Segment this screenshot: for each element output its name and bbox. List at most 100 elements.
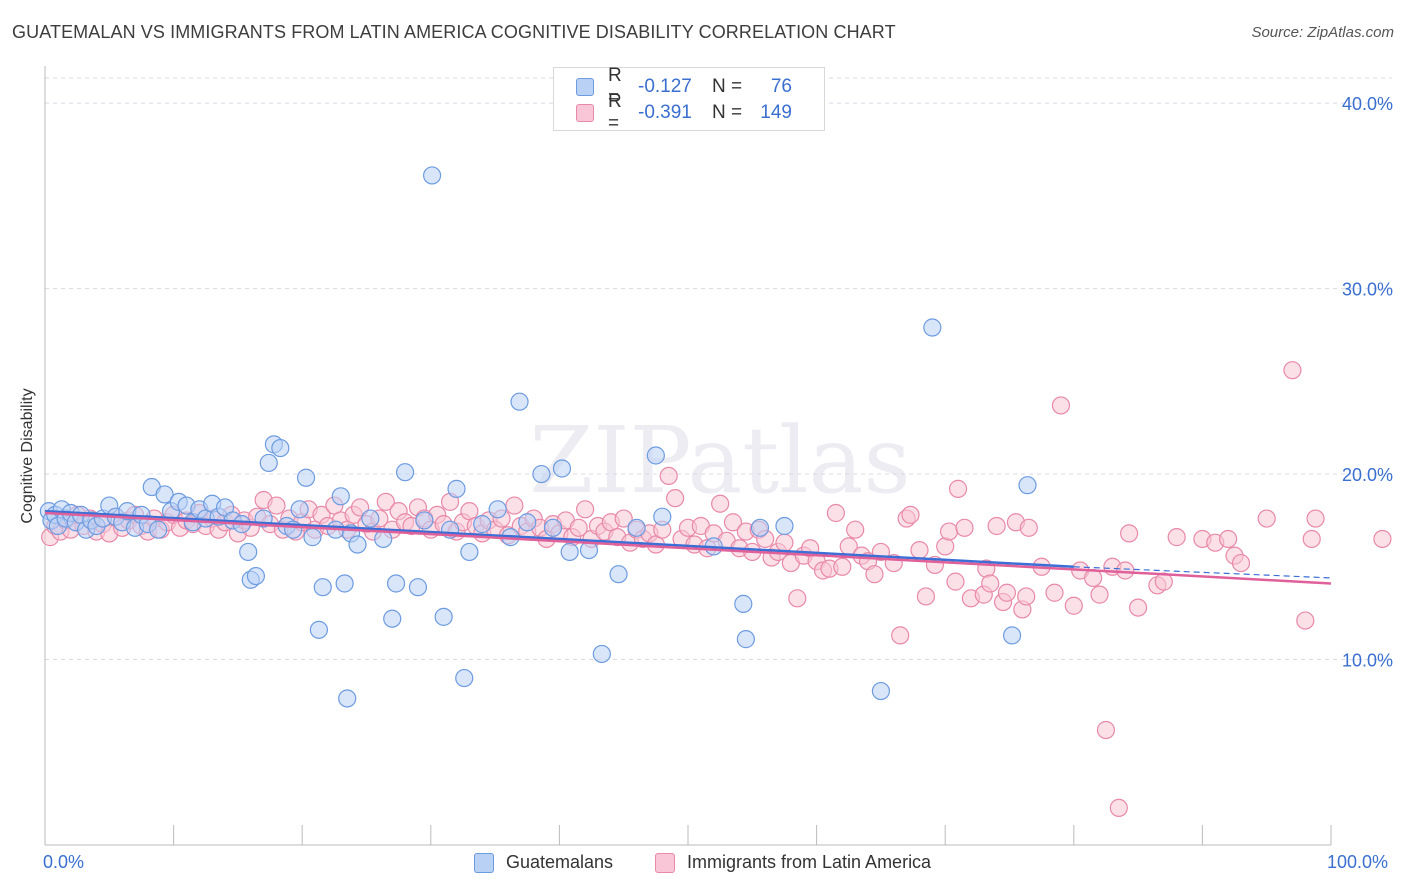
point-immigrants [1119,524,1139,543]
point-guatemalans [422,166,442,185]
point-immigrants [576,500,595,519]
r-label: R = [608,65,622,108]
point-immigrants [775,533,794,552]
point-guatemalans [348,535,367,554]
point-immigrants [1019,518,1038,537]
point-guatemalans [386,574,406,593]
point-guatemalans [646,446,665,465]
legend-label: Immigrants from Latin America [687,852,932,872]
point-guatemalans [309,620,329,639]
legend-swatch-blue [576,78,594,96]
point-immigrants [981,574,1000,593]
point-guatemalans [383,609,402,628]
point-guatemalans [1018,476,1037,495]
point-immigrants [723,513,743,532]
point-guatemalans [560,542,579,562]
point-immigrants [569,518,588,537]
point-guatemalans [455,668,474,688]
point-immigrants [997,583,1017,602]
legend-row-guatemalans: R = -0.127 N = 76 [576,65,792,108]
point-guatemalans [361,509,380,528]
point-immigrants [1090,585,1109,604]
legend-item-immigrants: Immigrants from Latin America [655,852,931,873]
point-guatemalans [627,518,646,537]
point-guatemalans [259,453,278,473]
point-guatemalans [736,630,755,649]
point-guatemalans [592,644,611,664]
point-immigrants [1116,561,1135,580]
legend-swatch-pink [576,104,594,122]
legend-swatch-blue [474,852,494,873]
r-label: R = [608,91,622,134]
point-immigrants [1296,611,1315,630]
point-guatemalans [460,542,479,562]
point-immigrants [1373,529,1392,549]
point-immigrants [1167,528,1186,547]
y-tick-label: 30.0% [1342,280,1393,300]
point-guatemalans [271,438,290,458]
n-value: 76 [770,76,792,97]
point-immigrants [788,589,807,608]
point-immigrants [376,492,395,511]
point-guatemalans [338,689,357,708]
legend-label: Guatemalans [506,852,614,872]
point-immigrants [939,522,959,541]
point-immigrants [711,494,730,513]
point-immigrants [267,496,286,515]
point-guatemalans [149,520,168,539]
point-immigrants [955,518,974,537]
point-guatemalans [246,566,266,586]
point-immigrants [1231,553,1251,573]
r-value: -0.127 [638,76,692,97]
point-guatemalans [518,513,537,532]
chart-title: GUATEMALAN VS IMMIGRANTS FROM LATIN AMER… [12,22,896,42]
point-guatemalans [415,511,434,530]
point-guatemalans [331,487,350,506]
point-guatemalans [488,500,507,519]
point-immigrants [666,489,685,508]
point-immigrants [1306,509,1325,528]
n-label: N = [712,76,743,97]
axes [44,66,1332,846]
point-immigrants [1128,598,1148,617]
point-guatemalans [609,565,628,584]
point-immigrants [1017,587,1036,606]
correlation-legend: R = -0.127 N = 76 R = -0.391 N = 149 [553,65,825,134]
point-immigrants [865,565,884,584]
x-tick-label-max: 100.0% [1327,852,1389,872]
point-guatemalans [1002,626,1022,645]
point-guatemalans [155,485,174,504]
point-immigrants [946,572,965,591]
point-guatemalans [296,468,316,487]
point-guatemalans [303,528,322,547]
point-guatemalans [923,318,942,337]
point-immigrants [987,516,1006,536]
trend-line-immigrants [44,511,1332,585]
y-tick-labels: 10.0% 20.0% 30.0% 40.0% [1342,94,1393,670]
point-guatemalans [734,594,753,613]
series-guatemalans-points [39,166,1037,708]
point-guatemalans [313,578,332,597]
n-label: N = [712,102,743,123]
point-immigrants [1051,396,1071,415]
legend-item-guatemalans: Guatemalans [474,852,613,873]
n-value: 149 [760,102,792,123]
r-value: -0.391 [638,102,692,123]
legend-swatch-pink [655,852,675,873]
point-guatemalans [473,515,492,534]
series-legend: Guatemalans Immigrants from Latin Americ… [0,850,1406,878]
point-guatemalans [552,459,572,478]
legend-row-immigrants: R = -0.391 N = 149 [576,91,792,134]
point-immigrants [505,496,524,515]
y-tick-label: 20.0% [1342,465,1393,485]
point-immigrants [910,540,929,560]
y-tick-label: 10.0% [1342,651,1393,671]
point-guatemalans [532,464,551,484]
point-immigrants [826,503,845,523]
trend-line-guatemalans-extension [1073,566,1332,579]
point-guatemalans [434,607,453,626]
point-immigrants [901,505,920,524]
point-guatemalans [447,479,466,498]
point-immigrants [891,626,910,645]
